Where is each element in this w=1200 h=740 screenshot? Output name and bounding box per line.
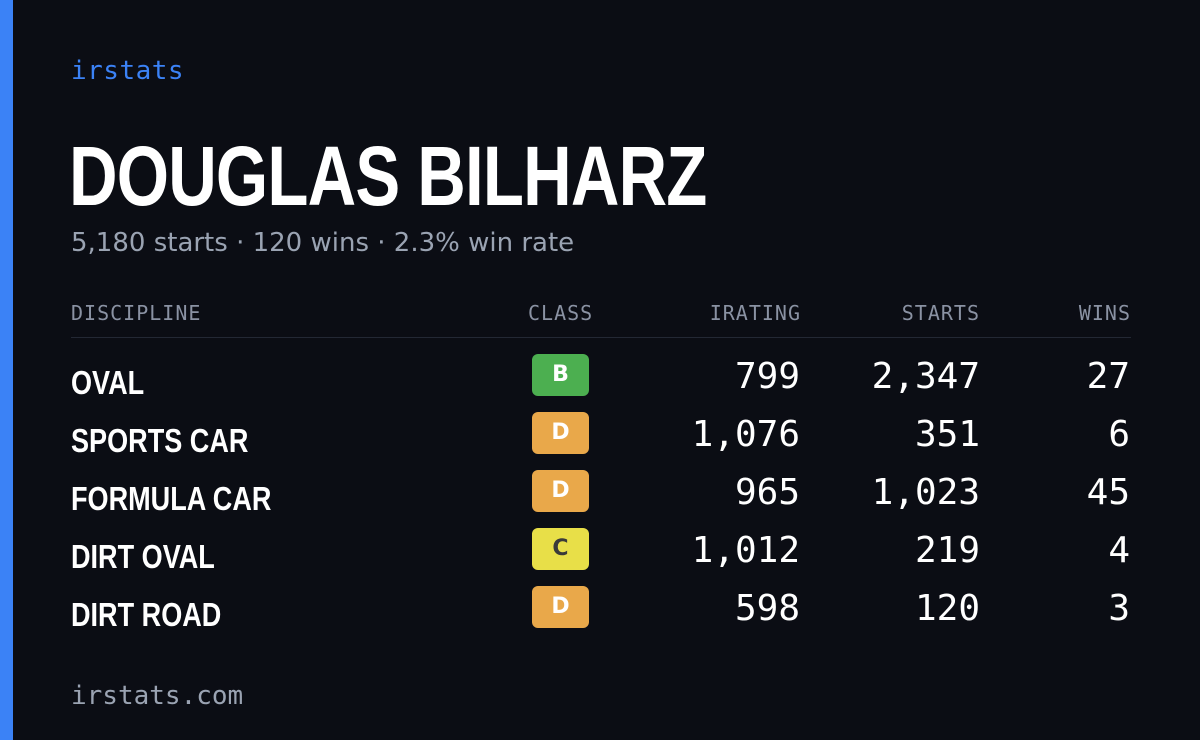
- driver-name: DOUGLAS BILHARZ: [69, 129, 707, 223]
- starts-value: 120: [914, 588, 980, 629]
- stats-table-header: DISCIPLINE CLASS IRATING STARTS WINS: [71, 299, 1131, 338]
- wins-value: 4: [1108, 530, 1130, 571]
- column-header-discipline: DISCIPLINE: [71, 301, 202, 325]
- class-badge: C: [532, 528, 589, 570]
- column-header-class: CLASS: [528, 301, 594, 325]
- starts-value: 1,023: [871, 472, 980, 513]
- wins-value: 45: [1086, 472, 1130, 513]
- column-header-irating: IRATING: [709, 301, 801, 325]
- class-badge: D: [532, 412, 589, 454]
- irating-value: 965: [734, 472, 800, 513]
- irating-value: 1,012: [691, 530, 800, 571]
- discipline-name: FORMULA CAR: [71, 480, 272, 517]
- irating-value: 799: [734, 356, 800, 397]
- starts-value: 2,347: [871, 356, 980, 397]
- table-row: DIRT OVAL C 1,012 219 4: [71, 528, 1131, 578]
- starts-value: 219: [914, 530, 980, 571]
- class-badge: B: [532, 354, 589, 396]
- starts-value: 351: [914, 414, 980, 455]
- accent-bar: [0, 0, 13, 740]
- footer-url[interactable]: irstats.com: [71, 681, 244, 711]
- table-row: FORMULA CAR D 965 1,023 45: [71, 470, 1131, 520]
- discipline-name: DIRT OVAL: [71, 538, 215, 575]
- wins-value: 3: [1108, 588, 1130, 629]
- discipline-name: OVAL: [71, 364, 145, 401]
- driver-summary: 5,180 starts · 120 wins · 2.3% win rate: [71, 228, 575, 258]
- irating-value: 598: [734, 588, 800, 629]
- class-badge: D: [532, 470, 589, 512]
- table-row: OVAL B 799 2,347 27: [71, 354, 1131, 404]
- wins-value: 6: [1108, 414, 1130, 455]
- discipline-name: DIRT ROAD: [71, 596, 222, 633]
- wins-value: 27: [1086, 356, 1130, 397]
- table-row: DIRT ROAD D 598 120 3: [71, 586, 1131, 636]
- brand-logo[interactable]: irstats: [71, 56, 185, 86]
- irating-value: 1,076: [691, 414, 800, 455]
- column-header-wins: WINS: [1078, 301, 1131, 325]
- discipline-name: SPORTS CAR: [71, 422, 249, 459]
- table-row: SPORTS CAR D 1,076 351 6: [71, 412, 1131, 462]
- column-header-starts: STARTS: [901, 301, 980, 325]
- class-badge: D: [532, 586, 589, 628]
